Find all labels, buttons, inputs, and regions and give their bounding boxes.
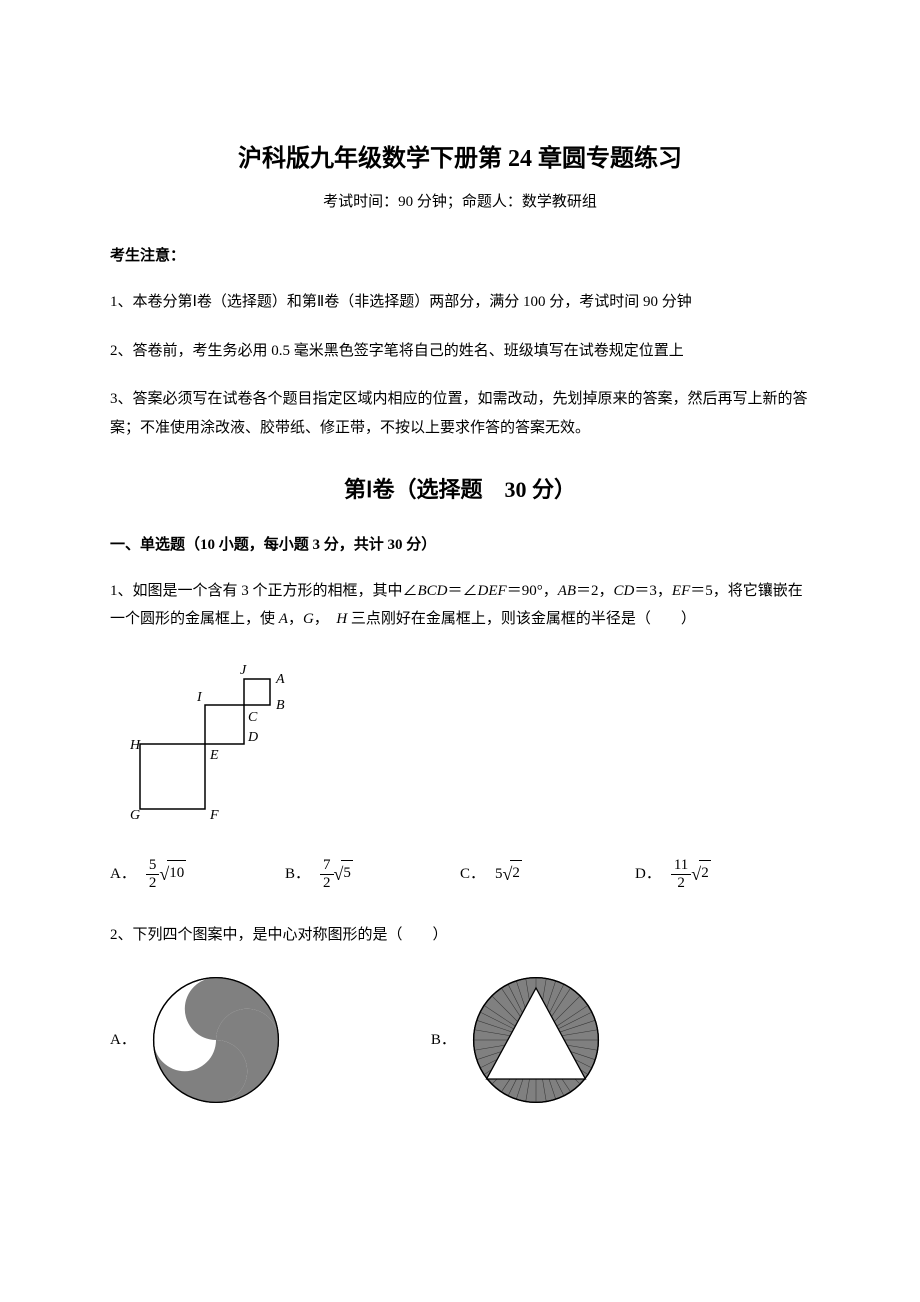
option-label-a: A． — [110, 862, 136, 886]
q2-label-b: B． — [431, 1028, 456, 1052]
notice-item-2: 2、答卷前，考生务必用 0.5 毫米黑色签字笔将自己的姓名、班级填写在试卷规定位… — [110, 337, 810, 366]
page-subtitle: 考试时间：90 分钟；命题人：数学教研组 — [110, 190, 810, 214]
label-b: B — [276, 698, 285, 713]
label-f: F — [209, 808, 219, 819]
q2-option-a: A． — [110, 975, 281, 1105]
q1-option-c: C． 5 √2 — [460, 860, 635, 889]
q1-figure: J A B I C D H E G F — [130, 659, 810, 828]
q1-cdv: ＝3， — [634, 583, 672, 599]
option-label-c: C． — [460, 862, 485, 886]
q2-options: A． B． — [110, 975, 810, 1105]
option-label-b: B． — [285, 862, 310, 886]
option-label-d: D． — [635, 862, 661, 886]
q1-after: 三点刚好在金属框上，则该金属框的半径是（ ） — [347, 611, 696, 627]
label-e: E — [209, 748, 219, 763]
label-i: I — [196, 690, 203, 705]
q1-c1: ， — [288, 611, 303, 627]
q1-ef: EF — [672, 583, 690, 599]
section-1-header: 第Ⅰ卷（选择题 30 分） — [110, 472, 810, 507]
coef-c: 5 — [495, 862, 503, 886]
frac-b: 72 — [320, 857, 334, 891]
q1-c2: ， — [314, 611, 337, 627]
notice-item-3: 3、答案必须写在试卷各个题目指定区域内相应的位置，如需改动，先划掉原来的答案，然… — [110, 385, 810, 442]
question-2: 2、下列四个图案中，是中心对称图形的是（ ） — [110, 921, 810, 950]
q1-option-d: D． 112 √2 — [635, 857, 810, 891]
subsection-header: 一、单选题（10 小题，每小题 3 分，共计 30 分） — [110, 533, 810, 557]
notice-header: 考生注意： — [110, 244, 810, 268]
q1-h: H — [336, 611, 347, 627]
q1-ab: AB — [558, 583, 576, 599]
q2-option-b: B． — [431, 975, 601, 1105]
frac-d: 112 — [671, 857, 691, 891]
q2-figure-b — [471, 975, 601, 1105]
label-h: H — [130, 738, 141, 753]
q2-figure-a — [151, 975, 281, 1105]
sqrt-a: √10 — [159, 860, 186, 889]
q1-option-a: A． 52 √10 — [110, 857, 285, 891]
label-a: A — [275, 672, 285, 687]
q1-mid: ＝90°， — [507, 583, 558, 599]
q1-def: DEF — [478, 583, 507, 599]
q1-eq: ＝∠ — [448, 583, 478, 599]
label-c: C — [248, 710, 258, 725]
q1-option-b: B． 72 √5 — [285, 857, 460, 891]
q1-cd: CD — [614, 583, 635, 599]
sqrt-b: √5 — [334, 860, 353, 889]
sqrt-c: √2 — [503, 860, 522, 889]
q2-label-a: A． — [110, 1028, 136, 1052]
q1-bcd: BCD — [418, 583, 448, 599]
label-j: J — [240, 663, 247, 678]
q1-options: A． 52 √10 B． 72 √5 C． 5 √2 D． 112 √2 — [110, 857, 810, 891]
page-title: 沪科版九年级数学下册第 24 章圆专题练习 — [110, 140, 810, 178]
sqrt-d: √2 — [691, 860, 710, 889]
frac-a: 52 — [146, 857, 160, 891]
question-1: 1、如图是一个含有 3 个正方形的相框，其中∠BCD＝∠DEF＝90°，AB＝2… — [110, 577, 810, 634]
label-d: D — [247, 730, 258, 745]
q1-text: 1、如图是一个含有 3 个正方形的相框，其中∠ — [110, 583, 418, 599]
notice-item-1: 1、本卷分第Ⅰ卷（选择题）和第Ⅱ卷（非选择题）两部分，满分 100 分，考试时间… — [110, 288, 810, 317]
q1-abv: ＝2， — [576, 583, 614, 599]
label-g: G — [130, 808, 140, 819]
q1-g: G — [303, 611, 314, 627]
q1-a: A — [279, 611, 288, 627]
